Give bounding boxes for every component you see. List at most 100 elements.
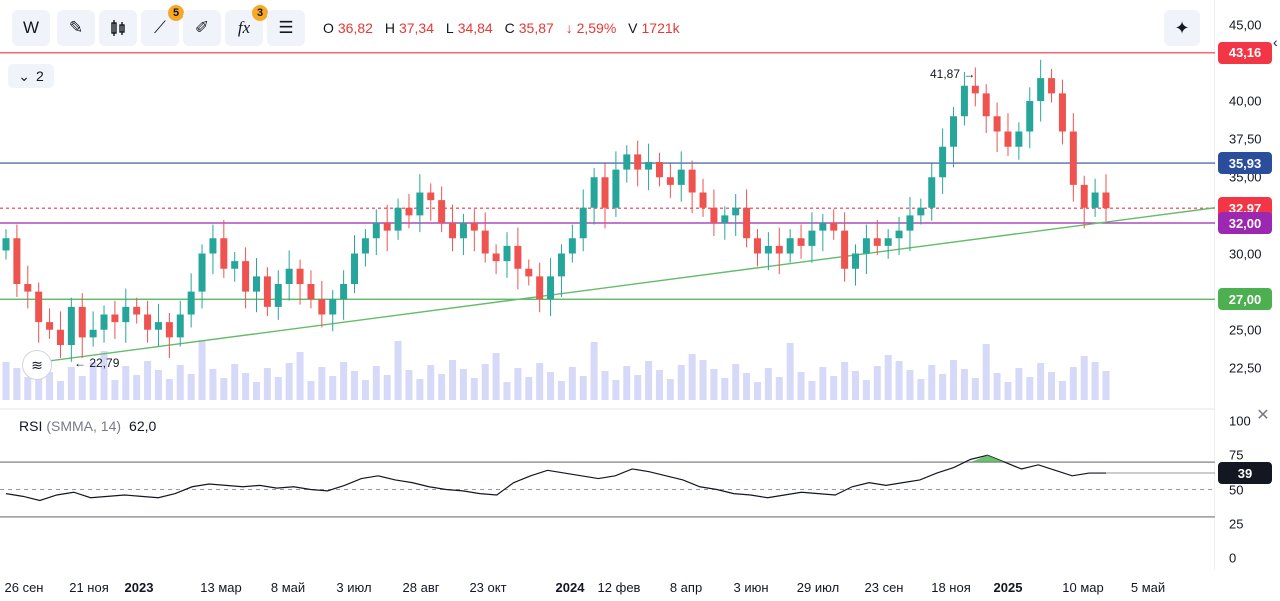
price-tick-label: 37,50 [1229,131,1262,147]
volume-bar [198,340,206,400]
drawings-count-badge: 5 [168,5,184,21]
logo-icon: ≋ [22,350,52,380]
drawing-tools-button[interactable]: ⟋ 5 [141,5,184,46]
volume-bar [285,363,293,400]
volume-bar [819,367,827,400]
time-tick-label: 8 апр [669,580,703,595]
price-axis[interactable]: ‹ 45,00 40,00 37,50 35,00 30,00 25,00 22,50 43,… [1215,0,1280,601]
volume-bar [764,368,772,400]
price-chart[interactable] [0,0,1215,601]
volume-bar [852,371,860,400]
candle-body [1058,93,1066,132]
candle-body [1102,192,1110,209]
candle-body [634,154,642,170]
script-editor-button[interactable]: ✎ [57,10,95,46]
candle-body [1026,101,1034,132]
candle-body [231,261,239,269]
candle-body [808,230,816,246]
volume-bar [89,362,97,400]
indicators-button[interactable]: fx 3 [225,5,268,46]
close-pane-icon[interactable]: ✕ [1256,407,1270,424]
volume-bar [1015,368,1023,400]
candle-body [1080,184,1088,208]
high-annotation: 41,87 → [930,67,976,81]
candle-body [917,207,925,216]
candle-body [601,177,609,208]
candle-body [568,238,576,254]
volume-bar [732,364,740,400]
candle-body [220,238,228,269]
volume-bar [318,367,326,400]
candle-body [372,223,380,239]
rsi-tick-label: 50 [1229,482,1244,497]
time-tick-label: 21 ноя [69,580,109,595]
volume-bar [928,365,936,400]
templates-button[interactable]: ✐ [183,10,221,46]
candle-body [514,245,522,269]
candle-body [677,169,685,185]
collapsed-count: 2 [35,68,44,84]
volume-bar [939,374,947,400]
price-tick-label: 22,50 [1229,360,1262,376]
candle-body [547,276,555,300]
volume-bar [492,353,500,400]
volume-bar [46,372,54,400]
volume-bar [1102,371,1110,400]
collapse-indicators-button[interactable]: ⌄ 2 [8,64,54,88]
candle-body [536,276,544,300]
interval-button[interactable]: W [12,10,50,46]
volume-bar [416,379,424,400]
low-key: L [445,20,454,36]
candle-body [111,314,119,323]
open-value: 36,82 [337,20,373,36]
volume-bar [547,372,555,400]
price-level-tag: 35,93 [1218,152,1272,175]
volume-bar [993,373,1001,400]
volume-bar [699,360,707,400]
volume-bar [884,355,892,400]
candle-body [557,253,565,277]
volume-bar [372,366,380,400]
candle-body [884,238,892,246]
time-tick-label: 29 июл [796,580,840,595]
candle-body [797,238,805,246]
ai-assistant-button[interactable]: ✦ [1164,10,1200,46]
volume-bar [165,379,173,400]
time-tick-label: 12 фев [597,580,641,595]
candle-body [939,146,947,178]
chevron-down-icon: ⌄ [18,67,30,84]
candle-body [176,314,184,338]
volume-bar [35,363,43,400]
candle-body [721,215,729,223]
fx-icon: fx [237,18,251,37]
volume-bar [481,364,489,400]
candle-body [122,306,130,323]
low-value: 34,84 [457,20,493,36]
chart-type-button[interactable] [99,10,137,46]
price-tick-label: 45,00 [1229,17,1262,33]
candle-body [296,268,304,284]
volume-bar [579,376,587,400]
settings-button[interactable]: ☰ [267,10,305,46]
volume-bar [56,381,64,400]
candle-body [993,116,1001,132]
candle-body [862,238,870,254]
volume-bar [1058,381,1066,400]
volume-bar [721,378,729,400]
candle-body [764,245,772,254]
candle-body [165,322,173,338]
rsi-overbought-fill [970,455,1005,463]
volume-bar [154,370,162,400]
candle-body [89,329,97,338]
volume-bar [361,380,369,400]
volume-bar [438,374,446,400]
indicators-count-badge: 3 [252,5,268,21]
candle-body [612,169,620,208]
price-level-tag: 27,00 [1218,288,1272,311]
volume-bar [242,373,250,400]
volume-bar [274,377,282,400]
rsi-params: (SMMA, 14) [46,418,122,434]
volume-bar [340,362,348,400]
candle-body [1037,78,1045,101]
candle-body [459,223,467,239]
